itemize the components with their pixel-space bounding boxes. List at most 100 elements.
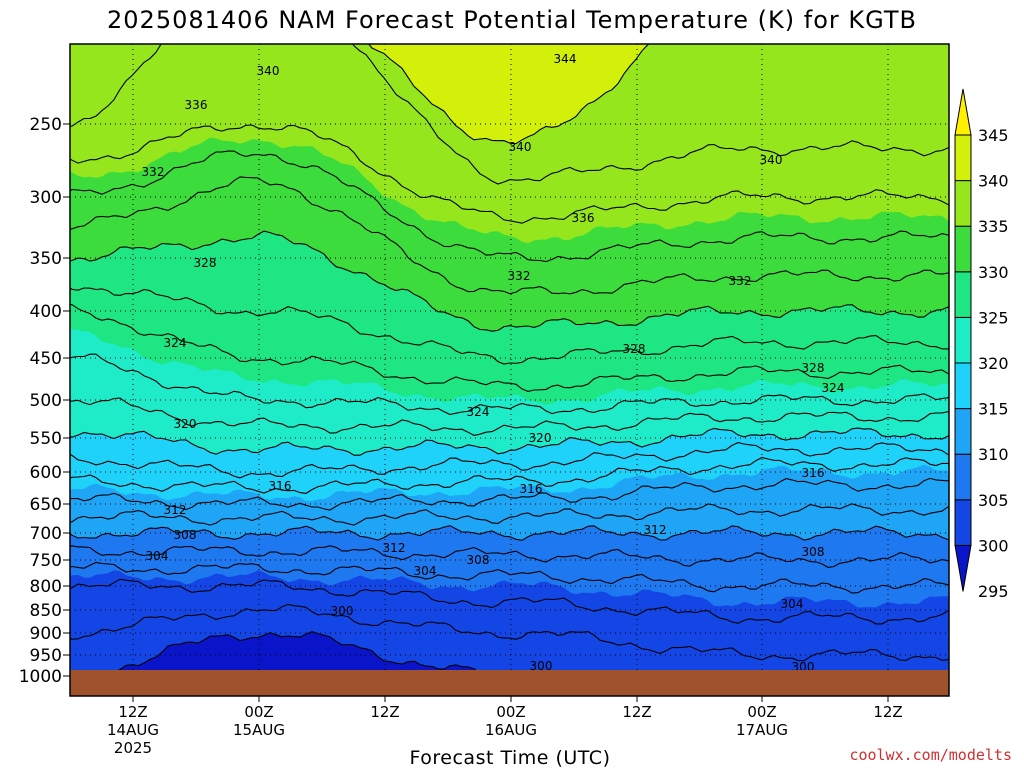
contour-label: 316 [802, 466, 825, 480]
contour-318 [70, 442, 949, 479]
colorbar-label: 305 [978, 491, 1009, 510]
contour-labels: 344 340 336 332 328 340 336 340 332 332 324 328 328 3… [142, 52, 845, 674]
colorbar-segment-320 [954, 316, 972, 364]
x-tick-hour: 12Z [370, 703, 399, 721]
colorbar-segment-315 [954, 362, 972, 410]
x-tick-hour: 00Z [496, 703, 525, 721]
x-tick-hour: 12Z [118, 703, 147, 721]
y-tick-label: 350 [30, 249, 62, 269]
contour-label: 300 [530, 659, 553, 673]
colorbar-segment-300 [954, 499, 972, 546]
x-tick-hour: 00Z [747, 703, 776, 721]
contour-label: 340 [257, 64, 280, 78]
contour-320 [70, 427, 949, 456]
contour-label: 340 [760, 153, 783, 167]
contour-336 [70, 124, 949, 224]
colorbar-segment-335 [954, 180, 972, 227]
contour-label: 304 [414, 564, 437, 578]
y-tick-label: 1000 [19, 667, 62, 687]
contour-label: 340 [509, 140, 532, 154]
colorbar-segment-310 [954, 408, 972, 455]
contour-label: 344 [554, 52, 577, 66]
y-tick-label: 600 [30, 463, 62, 483]
colorbar-segment-330 [954, 225, 972, 273]
colorbar-segment-345 [954, 88, 972, 136]
plot-frame [69, 43, 950, 697]
y-tick-label: 950 [30, 646, 62, 666]
contour-label: 336 [185, 98, 208, 112]
contour-label: 300 [331, 604, 354, 618]
color-bands [70, 44, 949, 696]
contour-326 [70, 304, 949, 392]
contour-label: 320 [529, 431, 552, 445]
y-tick-label: 750 [30, 551, 62, 571]
x-tick-date: 17AUG [736, 721, 788, 739]
contour-label: 332 [729, 274, 752, 288]
contour-label: 324 [164, 336, 187, 350]
y-tick-label: 800 [30, 577, 62, 597]
contour-label: 328 [194, 256, 217, 270]
contour-label: 332 [508, 269, 531, 283]
colorbar-label: 325 [978, 308, 1009, 327]
colorbar-label: 295 [978, 582, 1009, 601]
contour-label: 312 [644, 523, 667, 537]
colorbar-label: 345 [978, 126, 1009, 145]
contour-334 [70, 150, 949, 263]
x-tick-hour: 12Z [873, 703, 902, 721]
contour-label: 312 [383, 541, 406, 555]
contour-label: 324 [467, 405, 490, 419]
colorbar-label: 300 [978, 536, 1009, 555]
chart-title: 2025081406 NAM Forecast Potential Temper… [107, 6, 917, 34]
contour-label: 312 [164, 503, 187, 517]
x-tick-hour: 12Z [622, 703, 651, 721]
contour-306 [70, 561, 949, 594]
contour-322 [70, 397, 949, 436]
y-tick-label: 900 [30, 624, 62, 644]
y-tick-label: 550 [30, 429, 62, 449]
ground-surface [70, 670, 949, 696]
x-tick-year: 2025 [114, 739, 152, 757]
contour-label: 328 [623, 342, 646, 356]
plot-area: 344 340 336 332 328 340 336 340 332 332 324 328 328 3… [70, 44, 949, 696]
colorbar-segment-325 [954, 271, 972, 318]
colorbar-label: 340 [978, 172, 1009, 191]
colorbar-segment-340 [954, 134, 972, 182]
contour-330 [70, 230, 949, 332]
y-tick-label: 500 [30, 391, 62, 411]
y-tick-label: 300 [30, 188, 62, 208]
colorbar-label: 310 [978, 445, 1009, 464]
contour-label: 304 [781, 597, 804, 611]
contour-label: 308 [467, 553, 490, 567]
colorbar-label: 330 [978, 263, 1009, 282]
y-axis: 250 300 350 400 450 500 550 600 650 700 750 800 850 9… [19, 115, 70, 687]
contour-label: 324 [822, 381, 845, 395]
contour-label: 316 [269, 479, 292, 493]
contour-label: 320 [174, 417, 197, 431]
x-tick-date: 16AUG [485, 721, 537, 739]
source-credit: coolwx.com/modelts [849, 746, 1012, 764]
grid-lines [70, 44, 949, 696]
colorbar-label: 335 [978, 217, 1009, 236]
contour-312 [70, 503, 949, 526]
contour-332 [70, 176, 949, 295]
contour-label: 336 [572, 211, 595, 225]
y-tick-label: 400 [30, 302, 62, 322]
contour-lines [70, 44, 949, 696]
y-tick-label: 450 [30, 349, 62, 369]
y-tick-label: 250 [30, 115, 62, 135]
x-axis-title: Forecast Time (UTC) [410, 747, 611, 768]
x-tick-date: 14AUG [107, 721, 159, 739]
colorbar-segment-295 [954, 544, 972, 592]
y-tick-label: 850 [30, 601, 62, 621]
contour-316 [70, 456, 949, 494]
contour-302 [70, 603, 949, 662]
contour-label: 332 [142, 165, 165, 179]
y-tick-label: 650 [30, 495, 62, 515]
contour-label: 316 [520, 482, 543, 496]
contour-label: 304 [146, 549, 169, 563]
x-tick-date: 15AUG [233, 721, 285, 739]
contour-304 [70, 578, 949, 625]
contour-label: 308 [802, 545, 825, 559]
